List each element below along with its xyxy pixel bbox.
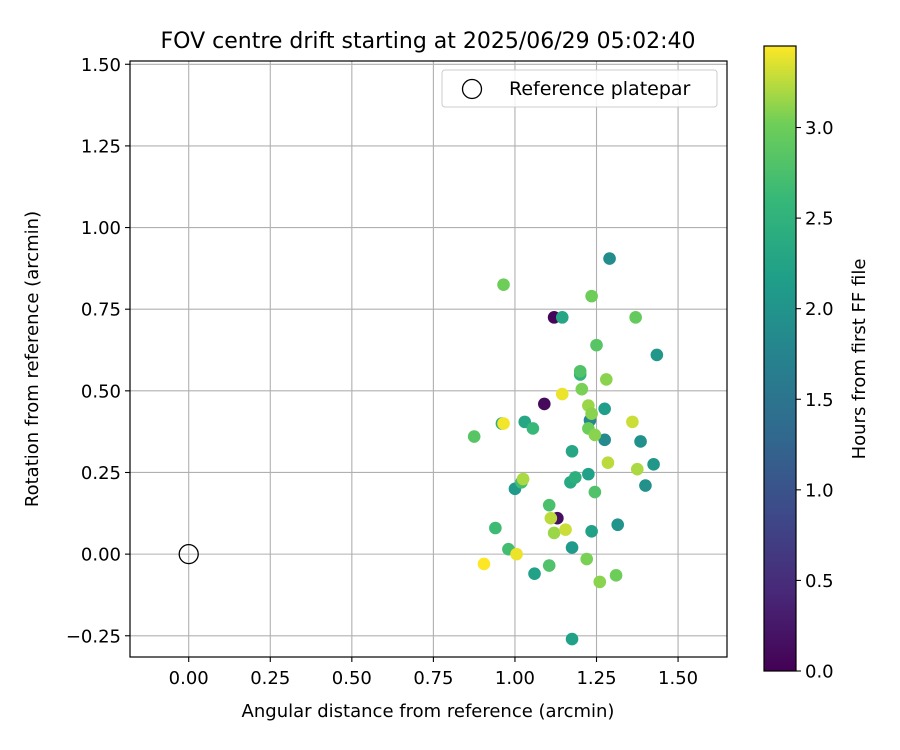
data-point bbox=[588, 485, 602, 499]
x-axis-label: Angular distance from reference (arcmin) bbox=[242, 701, 615, 722]
data-point bbox=[588, 428, 602, 442]
x-tick-label: 0.50 bbox=[332, 668, 372, 689]
data-point bbox=[647, 458, 660, 471]
y-tick-label: 1.50 bbox=[81, 55, 121, 76]
x-tick-label: 0.75 bbox=[413, 668, 453, 689]
data-point bbox=[510, 547, 523, 561]
data-point bbox=[598, 433, 611, 447]
data-point bbox=[544, 511, 558, 525]
colorbar-tick-label: 3.0 bbox=[805, 118, 834, 139]
data-point bbox=[598, 402, 611, 416]
data-point bbox=[565, 541, 579, 554]
data-point bbox=[585, 407, 598, 421]
data-point bbox=[542, 498, 556, 512]
data-point bbox=[601, 456, 615, 469]
data-point bbox=[538, 397, 551, 411]
colorbar-tick-label: 1.0 bbox=[805, 480, 834, 501]
data-point bbox=[650, 348, 664, 362]
data-point bbox=[467, 430, 481, 443]
data-point bbox=[555, 311, 569, 324]
data-point bbox=[516, 472, 530, 486]
y-tick-label: −0.25 bbox=[66, 626, 121, 647]
data-point bbox=[542, 559, 556, 572]
data-point bbox=[477, 557, 491, 571]
colorbar-tick-label: 2.0 bbox=[805, 299, 834, 320]
y-tick-label: 1.25 bbox=[81, 136, 121, 157]
data-point bbox=[590, 338, 603, 352]
y-tick-label: 0.50 bbox=[81, 381, 121, 402]
legend: Reference platepar bbox=[441, 69, 718, 108]
data-points bbox=[467, 252, 664, 646]
x-tick-label: 1.00 bbox=[495, 668, 535, 689]
data-point bbox=[593, 575, 607, 589]
colorbar-tick-label: 0.5 bbox=[805, 571, 834, 592]
colorbar-gradient bbox=[763, 45, 797, 672]
data-point bbox=[630, 462, 644, 476]
data-point bbox=[611, 518, 625, 532]
x-tick-label: 0.00 bbox=[169, 668, 209, 689]
plot-area-frame bbox=[129, 60, 728, 658]
x-tick-label: 1.25 bbox=[576, 668, 616, 689]
colorbar-tick-label: 2.5 bbox=[805, 209, 834, 230]
data-point bbox=[565, 632, 579, 646]
data-point bbox=[599, 373, 613, 386]
data-point bbox=[609, 569, 623, 582]
legend-reference-marker bbox=[461, 78, 483, 100]
legend-entry-label: Reference platepar bbox=[509, 78, 691, 100]
data-point bbox=[565, 444, 579, 458]
data-point bbox=[526, 422, 540, 435]
colorbar-tick-label: 0.0 bbox=[805, 662, 834, 683]
grid-lines bbox=[130, 61, 727, 657]
data-point bbox=[559, 523, 572, 536]
y-tick-label: 0.00 bbox=[81, 545, 121, 566]
data-point bbox=[582, 467, 595, 481]
y-axis-label: Rotation from reference (arcmin) bbox=[22, 211, 43, 507]
colorbar-ticks: 0.0 0.5 1.0 1.5 2.0 2.5 3.0 bbox=[796, 118, 834, 683]
data-point bbox=[489, 521, 502, 535]
data-point bbox=[528, 567, 541, 581]
colorbar-label: Hours from first FF file bbox=[849, 259, 870, 460]
data-point bbox=[639, 479, 652, 492]
y-tick-label: 0.75 bbox=[81, 300, 121, 321]
data-point bbox=[575, 382, 589, 396]
y-tick-label: 1.00 bbox=[81, 218, 121, 239]
data-point bbox=[569, 471, 582, 484]
data-point bbox=[626, 415, 639, 429]
data-point bbox=[629, 311, 642, 324]
x-tick-label: 1.50 bbox=[658, 668, 698, 689]
data-point bbox=[585, 524, 598, 538]
reference-marker-group bbox=[178, 543, 199, 565]
data-point bbox=[497, 278, 510, 292]
data-point bbox=[580, 552, 594, 566]
y-tick-label: 0.25 bbox=[81, 463, 121, 484]
data-point bbox=[555, 387, 569, 401]
data-point bbox=[585, 289, 598, 303]
x-axis-ticks: 0.00 0.25 0.50 0.75 1.00 1.25 1.50 bbox=[169, 657, 698, 689]
colorbar-tick-label: 1.5 bbox=[805, 390, 834, 411]
y-axis-ticks: −0.25 0.00 0.25 0.50 0.75 1.00 1.25 1.50 bbox=[66, 55, 130, 647]
data-point bbox=[547, 526, 561, 540]
data-point bbox=[634, 435, 647, 448]
colorbar: 0.0 0.5 1.0 1.5 2.0 2.5 3.0 Hours from first F… bbox=[763, 45, 870, 683]
legend-box bbox=[441, 69, 718, 108]
data-point bbox=[497, 417, 510, 430]
x-tick-label: 0.25 bbox=[250, 668, 290, 689]
reference-platepar-marker bbox=[178, 543, 199, 565]
data-point bbox=[603, 252, 616, 265]
data-point bbox=[573, 364, 587, 378]
chart-title: FOV centre drift starting at 2025/06/29 … bbox=[161, 29, 696, 54]
